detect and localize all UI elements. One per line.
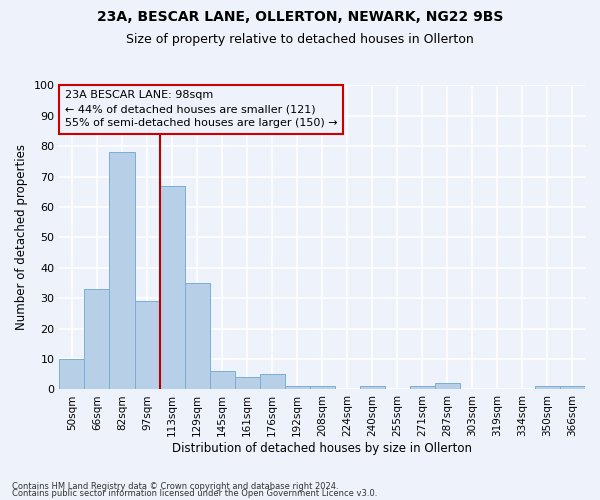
Bar xyxy=(209,371,235,390)
Bar xyxy=(59,359,85,390)
Text: 23A, BESCAR LANE, OLLERTON, NEWARK, NG22 9BS: 23A, BESCAR LANE, OLLERTON, NEWARK, NG22… xyxy=(97,10,503,24)
Bar xyxy=(435,384,460,390)
Text: Contains public sector information licensed under the Open Government Licence v3: Contains public sector information licen… xyxy=(12,488,377,498)
Bar xyxy=(134,302,160,390)
X-axis label: Distribution of detached houses by size in Ollerton: Distribution of detached houses by size … xyxy=(172,442,472,455)
Bar xyxy=(560,386,585,390)
Bar xyxy=(160,186,185,390)
Bar xyxy=(85,289,109,390)
Bar xyxy=(284,386,310,390)
Bar xyxy=(535,386,560,390)
Text: 23A BESCAR LANE: 98sqm
← 44% of detached houses are smaller (121)
55% of semi-de: 23A BESCAR LANE: 98sqm ← 44% of detached… xyxy=(65,90,337,128)
Bar xyxy=(185,283,209,390)
Bar xyxy=(260,374,284,390)
Text: Size of property relative to detached houses in Ollerton: Size of property relative to detached ho… xyxy=(126,32,474,46)
Bar xyxy=(310,386,335,390)
Bar xyxy=(109,152,134,390)
Bar xyxy=(360,386,385,390)
Bar xyxy=(410,386,435,390)
Bar xyxy=(235,378,260,390)
Y-axis label: Number of detached properties: Number of detached properties xyxy=(15,144,28,330)
Text: Contains HM Land Registry data © Crown copyright and database right 2024.: Contains HM Land Registry data © Crown c… xyxy=(12,482,338,491)
